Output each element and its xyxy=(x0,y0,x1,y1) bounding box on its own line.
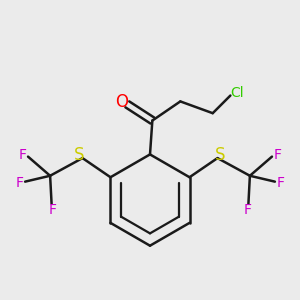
Text: F: F xyxy=(244,202,252,217)
Text: O: O xyxy=(116,93,128,111)
Text: F: F xyxy=(48,202,56,217)
Text: S: S xyxy=(215,146,226,164)
Text: Cl: Cl xyxy=(230,86,244,100)
Text: S: S xyxy=(74,146,85,164)
Text: F: F xyxy=(15,176,23,190)
Text: F: F xyxy=(277,176,285,190)
Text: F: F xyxy=(273,148,281,162)
Text: F: F xyxy=(19,148,27,162)
